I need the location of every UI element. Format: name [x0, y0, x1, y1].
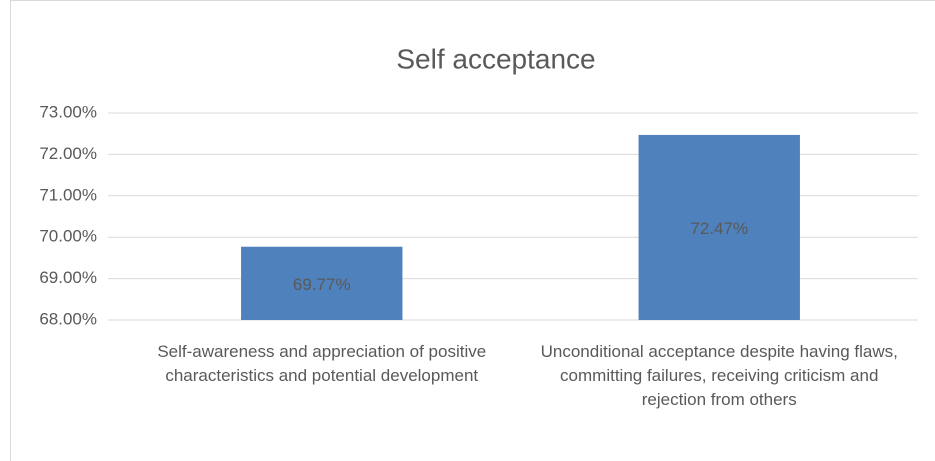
bar — [638, 134, 800, 320]
x-tick-label: Unconditional acceptance despite having … — [540, 342, 898, 409]
y-tick-label: 68.00% — [39, 309, 97, 328]
y-tick-label: 73.00% — [39, 102, 97, 121]
y-tick-label: 69.00% — [39, 268, 97, 287]
data-label: 72.47% — [690, 219, 748, 238]
x-tick-label: Self-awareness and appreciation of posit… — [157, 342, 487, 385]
chart-title: Self acceptance — [396, 43, 595, 74]
bar — [241, 246, 403, 320]
y-tick-label: 72.00% — [39, 144, 97, 163]
data-label: 69.77% — [293, 275, 351, 294]
y-tick-label: 71.00% — [39, 185, 97, 204]
y-tick-label: 70.00% — [39, 227, 97, 246]
